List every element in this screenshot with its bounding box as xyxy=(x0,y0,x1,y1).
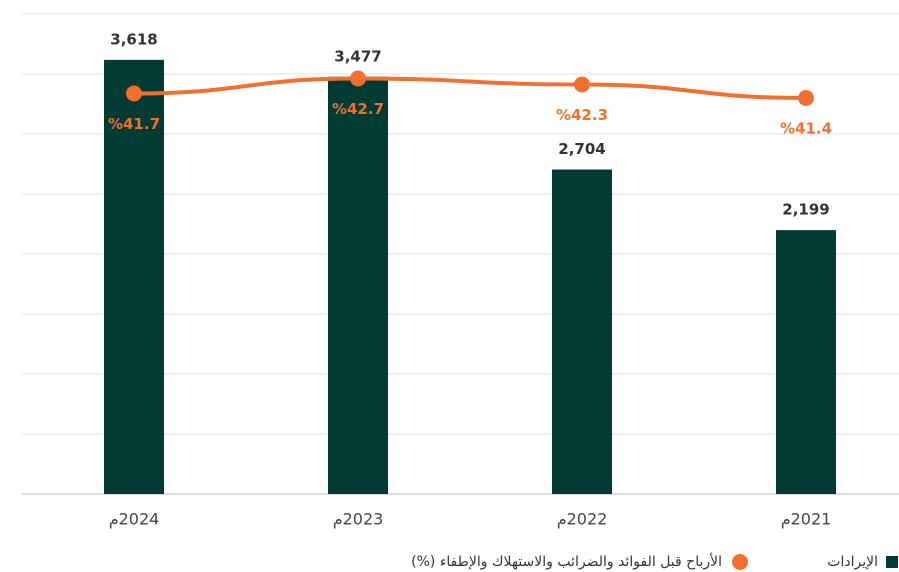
legend-swatch xyxy=(886,556,898,568)
bar xyxy=(776,230,836,494)
line-point xyxy=(350,70,366,87)
line-point xyxy=(574,76,590,93)
line-point xyxy=(798,90,814,106)
legend-label: الأرباح قبل الفوائد والضرائب والاستهلاك … xyxy=(411,552,722,570)
x-tick-label: 2023م xyxy=(333,510,384,529)
data-label: 3,477 xyxy=(334,47,381,65)
legend-label: الإيرادات xyxy=(827,554,878,570)
bar xyxy=(328,76,388,494)
line-point xyxy=(126,85,142,102)
x-tick-label: 2022م xyxy=(557,510,608,529)
data-label: 2,704 xyxy=(558,140,605,158)
x-tick-label: 2021م xyxy=(781,510,832,529)
bar xyxy=(104,59,164,495)
data-label: %42.3 xyxy=(556,106,608,124)
legend-swatch xyxy=(732,554,748,570)
bar xyxy=(552,169,612,494)
data-label: %41.4 xyxy=(780,120,832,138)
data-label: 2,199 xyxy=(782,201,829,219)
data-label: %42.7 xyxy=(332,100,384,118)
data-label: 3,618 xyxy=(110,30,157,48)
line xyxy=(133,76,807,100)
data-label: %41.7 xyxy=(108,115,160,133)
x-tick-label: 2024م xyxy=(109,510,160,529)
